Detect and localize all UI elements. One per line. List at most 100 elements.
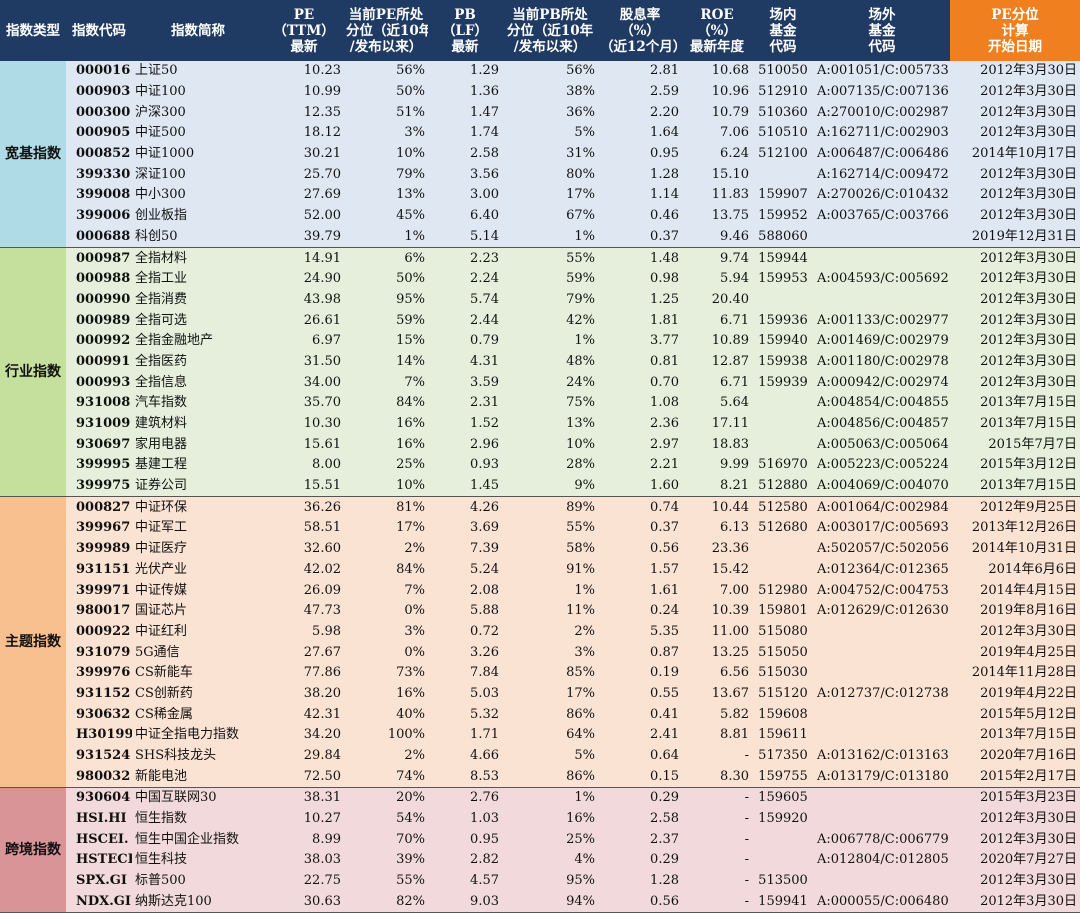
- index-name-cell: 家用电器: [132, 434, 264, 456]
- index-code-cell: 931009: [66, 413, 132, 435]
- pe-percentile-cell: 3%: [344, 621, 428, 643]
- index-name-cell: 中证100: [132, 81, 264, 103]
- pe-cell: 32.60: [264, 538, 344, 560]
- roe-cell: -: [682, 870, 752, 892]
- index-name-cell: 中证1000: [132, 143, 264, 165]
- index-code-cell: 000903: [66, 81, 132, 103]
- pb-cell: 5.03: [428, 683, 502, 705]
- pe-start-date-cell: 2013年7月15日: [950, 393, 1080, 414]
- pb-cell: 4.31: [428, 351, 502, 373]
- otc-fund-code-cell: A:001469/C:002979: [814, 330, 950, 352]
- pe-start-date-cell: 2015年3月12日: [950, 455, 1080, 476]
- pe-start-date-cell: 2013年7月15日: [950, 725, 1080, 746]
- dividend-yield-cell: 1.08: [598, 393, 682, 414]
- pe-percentile-cell: 79%: [344, 164, 428, 186]
- index-name-cell: CS新能车: [132, 662, 264, 684]
- pe-cell: 72.50: [264, 766, 344, 789]
- pe-cell: 38.20: [264, 683, 344, 705]
- dividend-yield-cell: 2.97: [598, 434, 682, 456]
- roe-cell: 20.40: [682, 289, 752, 311]
- etf-code-cell: [752, 164, 814, 186]
- pb-cell: 5.32: [428, 704, 502, 725]
- pe-percentile-cell: 84%: [344, 393, 428, 414]
- pe-percentile-cell: 20%: [344, 787, 428, 809]
- dividend-yield-cell: 0.70: [598, 372, 682, 393]
- pb-cell: 4.26: [428, 496, 502, 519]
- dividend-yield-cell: 0.19: [598, 662, 682, 684]
- pe-cell: 42.02: [264, 559, 344, 581]
- pe-percentile-cell: 39%: [344, 850, 428, 871]
- category-label: 宽基指数: [0, 61, 66, 249]
- table-row: 930632 CS稀金属 42.31 40% 5.32 86% 0.41 5.82 159608…: [0, 704, 1080, 725]
- table-row: 399995 基建工程 8.00 25% 0.93 28% 2.21 9.99 516970 A:…: [0, 455, 1080, 476]
- roe-cell: 12.87: [682, 351, 752, 373]
- pb-percentile-cell: 4%: [502, 850, 598, 871]
- pb-percentile-cell: 9%: [502, 475, 598, 498]
- etf-code-cell: 513500: [752, 870, 814, 892]
- index-code-cell: 930632: [66, 704, 132, 725]
- etf-code-cell: 515080: [752, 621, 814, 643]
- pe-start-date-cell: 2019年12月31日: [950, 226, 1080, 249]
- pb-cell: 7.39: [428, 538, 502, 560]
- pe-percentile-cell: 15%: [344, 330, 428, 352]
- pb-cell: 1.03: [428, 808, 502, 830]
- roe-cell: 5.64: [682, 393, 752, 414]
- roe-cell: 5.82: [682, 704, 752, 725]
- dividend-yield-cell: 1.57: [598, 559, 682, 581]
- otc-fund-code-cell: A:001051/C:005733: [814, 61, 950, 82]
- table-row: 931524 SHS科技龙头 29.84 2% 4.66 5% 0.64-517350 A:0…: [0, 745, 1080, 767]
- table-row: 399967 中证军工 58.51 17% 3.69 55% 0.37 6.13 512680 A…: [0, 518, 1080, 539]
- pb-percentile-cell: 91%: [502, 559, 598, 581]
- table-row: 399330 深证100 25.70 79% 3.56 80% 1.28 15.10 A:162…: [0, 164, 1080, 186]
- index-code-cell: 931524: [66, 745, 132, 767]
- dividend-yield-cell: 5.35: [598, 621, 682, 643]
- header-pe-percentile: 当前PE所处 分位（近10年/发布以来）: [344, 0, 428, 61]
- otc-fund-code-cell: A:270026/C:010432: [814, 185, 950, 206]
- pb-percentile-cell: 1%: [502, 580, 598, 601]
- pe-cell: 58.51: [264, 518, 344, 539]
- header-pb: PB （LF） 最新: [428, 0, 502, 61]
- index-code-cell: HSTECH: [66, 850, 132, 871]
- pe-cell: 34.20: [264, 725, 344, 746]
- index-name-cell: 中证环保: [132, 496, 264, 519]
- etf-code-cell: 159940: [752, 330, 814, 352]
- pe-percentile-cell: 50%: [344, 81, 428, 103]
- header-code: 指数代码: [66, 0, 132, 61]
- pb-cell: 5.74: [428, 289, 502, 311]
- pe-start-date-cell: 2013年7月15日: [950, 475, 1080, 498]
- dividend-yield-cell: 0.41: [598, 704, 682, 725]
- pe-start-date-cell: 2012年3月30日: [950, 351, 1080, 373]
- otc-fund-code-cell: A:007135/C:007136: [814, 81, 950, 103]
- pb-percentile-cell: 28%: [502, 455, 598, 476]
- pe-cell: 12.35: [264, 102, 344, 124]
- pe-percentile-cell: 10%: [344, 475, 428, 498]
- table-row: 980017 国证芯片 47.73 0% 5.88 11% 0.24 10.39 159801 A…: [0, 600, 1080, 622]
- table-row: 000992 全指金融地产 6.97 15% 0.79 1% 3.77 10.89 159940…: [0, 330, 1080, 352]
- dividend-yield-cell: 0.98: [598, 268, 682, 290]
- index-code-cell: 399008: [66, 185, 132, 206]
- pe-percentile-cell: 40%: [344, 704, 428, 725]
- table-row: 399971 中证传媒 26.09 7% 2.08 1% 1.61 7.00 512980 A:0…: [0, 580, 1080, 601]
- pb-percentile-cell: 58%: [502, 538, 598, 560]
- category-label: 主题指数: [0, 496, 66, 789]
- roe-cell: -: [682, 787, 752, 809]
- roe-cell: 5.94: [682, 268, 752, 290]
- etf-code-cell: 512580: [752, 496, 814, 519]
- etf-code-cell: 510360: [752, 102, 814, 124]
- table-row: 931009 建筑材料 10.30 16% 1.52 13% 2.36 17.11 A:0048…: [0, 413, 1080, 435]
- roe-cell: 7.06: [682, 123, 752, 144]
- pb-cell: 2.44: [428, 310, 502, 331]
- pb-cell: 2.96: [428, 434, 502, 456]
- pe-start-date-cell: 2012年3月30日: [950, 185, 1080, 206]
- pe-start-date-cell: 2012年3月30日: [950, 372, 1080, 393]
- index-name-cell: 全指消费: [132, 289, 264, 311]
- category-label: 跨境指数: [0, 787, 66, 913]
- pb-cell: 5.14: [428, 226, 502, 249]
- etf-code-cell: 159936: [752, 310, 814, 331]
- index-name-cell: 中证医疗: [132, 538, 264, 560]
- table-row: 399975 证券公司 15.51 10% 1.45 9% 1.60 8.21 512880 A:…: [0, 475, 1080, 498]
- pb-percentile-cell: 16%: [502, 808, 598, 830]
- dividend-yield-cell: 1.64: [598, 123, 682, 144]
- header-otc-fund-code: 场外 基金 代码: [814, 0, 950, 61]
- index-name-cell: 中国互联网30: [132, 787, 264, 809]
